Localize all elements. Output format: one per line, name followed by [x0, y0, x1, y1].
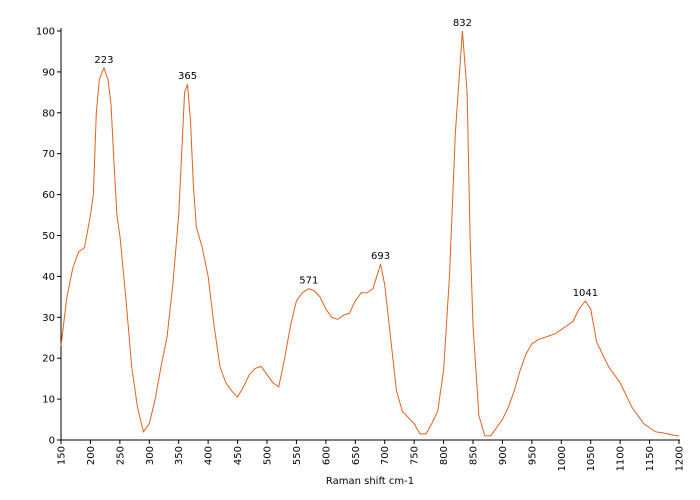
x-tick-label: 1100 [616, 446, 627, 471]
x-tick-label: 950 [527, 446, 538, 465]
peak-label: 693 [371, 251, 390, 262]
x-tick-label: 1200 [675, 446, 686, 471]
y-tick-label: 70 [42, 149, 55, 160]
x-tick-label: 200 [86, 446, 97, 465]
x-tick-label: 700 [380, 446, 391, 465]
y-tick-label: 80 [42, 108, 55, 119]
x-tick-label: 1000 [557, 446, 568, 471]
x-tick-label: 550 [292, 446, 303, 465]
x-tick-label: 750 [410, 446, 421, 465]
y-tick-label: 30 [42, 313, 55, 324]
x-tick-label: 300 [145, 446, 156, 465]
y-tick-label: 50 [42, 231, 55, 242]
x-tick-label: 150 [57, 446, 68, 465]
x-tick-label: 600 [321, 446, 332, 465]
x-tick-label: 350 [174, 446, 185, 465]
y-tick-label: 60 [42, 190, 55, 201]
y-tick-label: 20 [42, 354, 55, 365]
peak-label: 832 [453, 18, 472, 29]
peak-label: 571 [299, 276, 318, 287]
x-axis-label: Raman shift cm-1 [326, 476, 414, 487]
peak-label: 223 [94, 55, 113, 66]
y-tick-label: 10 [42, 395, 55, 406]
x-tick-label: 800 [439, 446, 450, 465]
x-tick-label: 1050 [586, 446, 597, 471]
y-tick-label: 90 [42, 67, 55, 78]
x-tick-label: 850 [469, 446, 480, 465]
x-tick-label: 250 [115, 446, 126, 465]
y-tick-label: 100 [36, 27, 55, 38]
y-tick-label: 40 [42, 272, 55, 283]
x-tick-label: 450 [233, 446, 244, 465]
x-tick-label: 1150 [645, 446, 656, 471]
x-tick-label: 500 [263, 446, 274, 465]
peak-label: 1041 [573, 288, 598, 299]
x-tick-label: 900 [498, 446, 509, 465]
peak-label: 365 [178, 71, 197, 82]
spectrum-line [60, 30, 680, 437]
x-tick-label: 400 [204, 446, 215, 465]
x-tick-label: 650 [351, 446, 362, 465]
y-tick-label: 0 [49, 436, 55, 447]
